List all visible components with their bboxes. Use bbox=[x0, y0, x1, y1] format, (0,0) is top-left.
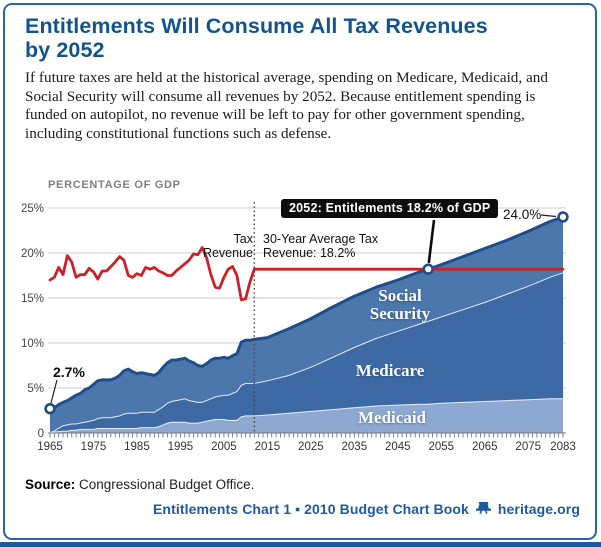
axis-tick-label: 15% bbox=[21, 293, 44, 305]
axis-tick-label: 2025 bbox=[298, 441, 324, 453]
social-security-band-label: Social Security bbox=[369, 286, 431, 323]
axis-tick-label: 2083 bbox=[550, 441, 576, 453]
axis-tick-label: 10% bbox=[21, 338, 44, 350]
footer-credit: Entitlements Chart 1 • 2010 Budget Chart… bbox=[153, 501, 580, 517]
medicaid-band-label: Medicaid bbox=[358, 408, 426, 427]
axis-tick-label: 0 bbox=[38, 428, 44, 440]
axis-tick-label: 2055 bbox=[428, 441, 454, 453]
source-line: Source: Congressional Budget Office. bbox=[25, 477, 254, 492]
card-bottom-bar bbox=[0, 542, 601, 547]
medicare-band-label: Medicare bbox=[355, 361, 425, 380]
axis-tick-label: 2035 bbox=[342, 441, 368, 453]
axis-unit-label: PERCENTAGE OF GDP bbox=[48, 179, 181, 191]
data-point-marker bbox=[422, 263, 434, 275]
axis-tick-label: 25% bbox=[21, 203, 44, 215]
medicare-boundary-line bbox=[49, 272, 564, 434]
tax-revenue-line bbox=[48, 246, 565, 302]
axis-tick-label: 2065 bbox=[472, 441, 498, 453]
chart-description: If future taxes are held at the historic… bbox=[25, 69, 548, 142]
average-tax-revenue-label: 30-Year Average Tax Revenue: 18.2% bbox=[263, 232, 379, 261]
footer-text: Entitlements Chart 1 • 2010 Budget Chart… bbox=[152, 501, 469, 517]
axis-tick-label: 1985 bbox=[124, 441, 150, 453]
data-point-marker bbox=[557, 211, 569, 223]
axis-tick-label: 2015 bbox=[255, 441, 281, 453]
medicare-area bbox=[50, 272, 563, 433]
start-value-label: 2.7% bbox=[53, 364, 85, 380]
axis-tick-label: 20% bbox=[21, 248, 44, 260]
axis-tick-label: 5% bbox=[27, 383, 44, 395]
footer-site-link: heritage.org bbox=[497, 501, 580, 517]
callout-pointer bbox=[427, 219, 436, 264]
total-entitlements-line bbox=[48, 215, 565, 411]
page-title-line-2: by 2052 bbox=[25, 38, 105, 63]
social-security-area bbox=[50, 217, 563, 433]
liberty-bell-icon bbox=[475, 502, 491, 514]
end-value-label: 24.0% bbox=[503, 207, 542, 222]
source-label: Source: bbox=[25, 477, 76, 492]
source-text: Congressional Budget Office. bbox=[79, 477, 255, 492]
callout-2052: 2052: Entitlements 18.2% of GDP bbox=[281, 199, 499, 218]
end-label-connector bbox=[540, 214, 557, 218]
page-title: Entitlements Will Consume All Tax Revenu… bbox=[25, 14, 585, 63]
axis-tick-label: 1975 bbox=[81, 441, 107, 453]
axis-tick-label: 1995 bbox=[168, 441, 194, 453]
axis-tick-label: 2045 bbox=[385, 441, 411, 453]
axis-tick-label: 2005 bbox=[211, 441, 237, 453]
page-title-line-1: Entitlements Will Consume All Tax Revenu… bbox=[25, 14, 488, 38]
axis-tick-label: 1965 bbox=[37, 441, 63, 453]
medicaid-boundary-line bbox=[49, 398, 563, 434]
start-label-connector bbox=[50, 379, 58, 404]
medicaid-area bbox=[50, 398, 563, 433]
axis-tick-label: 2075 bbox=[515, 441, 541, 453]
tax-revenue-label: Tax Revenue bbox=[202, 232, 253, 261]
data-point-marker bbox=[44, 403, 56, 415]
